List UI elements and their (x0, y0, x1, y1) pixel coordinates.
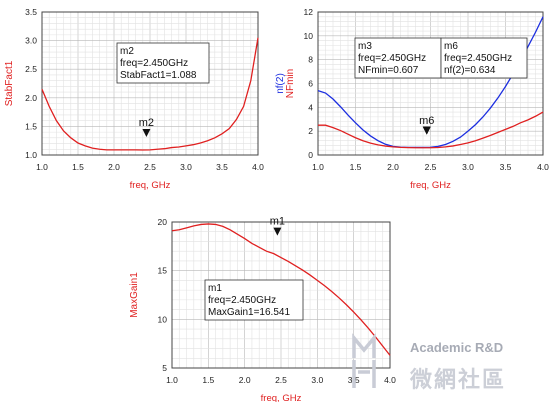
y-axis-label: StabFact1 (4, 60, 15, 106)
x-tick-label: 4.0 (384, 375, 396, 385)
x-axis-label: freq, GHz (410, 180, 451, 191)
x-tick-label: 1.0 (166, 375, 178, 385)
y-tick-label: 2.0 (25, 93, 37, 103)
plot-frame (171, 221, 391, 369)
x-tick-label: 3.5 (216, 162, 228, 172)
x-tick-label: 2.0 (239, 375, 251, 385)
y-tick-label: 8 (308, 55, 313, 65)
y-tick-label: 5 (162, 363, 167, 373)
x-tick-label: 3.0 (180, 162, 192, 172)
x-tick-label: 2.5 (425, 162, 437, 172)
grid (41, 11, 259, 156)
watermark: Academic R&D 微網社區 (352, 333, 506, 392)
y-tick-label: 1.5 (25, 121, 37, 131)
series-line-StabFact1 (41, 37, 259, 151)
y-tick-label: 10 (304, 31, 314, 41)
x-tick-label: 1.5 (350, 162, 362, 172)
x-tick-label: 4.0 (252, 162, 264, 172)
marker-box-line: freq=2.450GHz (120, 58, 188, 69)
y-tick-label: 3.0 (25, 36, 37, 46)
marker-box (204, 279, 304, 321)
marker-box-line: freq=2.450GHz (358, 53, 426, 64)
y-tick-label: 0 (308, 150, 313, 160)
marker-triangle (273, 227, 282, 236)
y-tick-label: 15 (158, 266, 168, 276)
marker-box (116, 42, 210, 84)
marker-box-line: MaxGain1=16.541 (208, 307, 290, 318)
x-tick-label: 2.0 (108, 162, 120, 172)
marker-label: m1 (270, 216, 285, 228)
marker-triangle (142, 128, 151, 137)
plot-frame (41, 11, 259, 156)
y-tick-label: 10 (158, 314, 168, 324)
marker-box-line: m3 (358, 41, 372, 52)
y-tick-label: 4 (308, 102, 313, 112)
marker-box (354, 37, 442, 79)
y-axis-label: MaxGain1 (129, 272, 140, 318)
x-axis-label: freq, GHz (130, 180, 171, 191)
marker-box-line: m1 (208, 283, 222, 294)
marker-box-line: NFmin=0.607 (358, 65, 419, 76)
y-tick-label: 6 (308, 79, 313, 89)
y-tick-label: 1.0 (25, 150, 37, 160)
y-tick-label: 3.5 (25, 7, 37, 17)
marker-box-line: nf(2)=0.634 (444, 65, 496, 76)
x-tick-label: 1.5 (72, 162, 84, 172)
x-tick-label: 3.0 (311, 375, 323, 385)
marker-box-line: freq=2.450GHz (208, 295, 276, 306)
y-axis-label: nf(2) (275, 73, 286, 94)
x-tick-label: 2.5 (275, 375, 287, 385)
marker-label: m2 (139, 117, 154, 129)
watermark-logo (352, 333, 376, 358)
marker-box-line: freq=2.450GHz (444, 53, 512, 64)
x-axis-label: freq, GHz (261, 393, 302, 402)
y-tick-label: 2.5 (25, 64, 37, 74)
y-tick-label: 12 (304, 7, 314, 17)
marker-box-line: m2 (120, 46, 134, 57)
marker-box (440, 37, 528, 79)
x-tick-label: 2.0 (387, 162, 399, 172)
marker-box-line: m6 (444, 41, 458, 52)
x-tick-label: 1.5 (202, 375, 214, 385)
chart-1: 1.0 1.5 2.0 2.5 3.0 3.5 4.0 1.0 1.5 2.0 2.5 3.0 3.5 f… (4, 7, 264, 191)
series-line-NFmin (318, 111, 544, 149)
marker-label: m6 (419, 115, 434, 127)
x-tick-label: 1.0 (36, 162, 48, 172)
x-tick-label: 3.5 (500, 162, 512, 172)
plot-frame (317, 11, 544, 156)
watermark-line1: Academic R&D (410, 340, 503, 355)
marker-box-line: StabFact1=1.088 (120, 70, 197, 81)
y-axis-label: NFmin (285, 69, 296, 98)
marker-triangle (422, 126, 431, 135)
watermark-line2: 微網社區 (409, 367, 506, 392)
watermark-logo (352, 360, 376, 388)
x-tick-label: 3.0 (462, 162, 474, 172)
y-tick-label: 2 (308, 126, 313, 136)
y-tick-label: 20 (158, 217, 168, 227)
x-tick-label: 1.0 (312, 162, 324, 172)
series-line-MaxGain1 (171, 223, 391, 356)
x-tick-label: 4.0 (537, 162, 549, 172)
x-tick-label: 2.5 (144, 162, 156, 172)
chart-2: 1.0 1.5 2.0 2.5 3.0 3.5 4.0 0 2 4 6 8 10 12 freq, GHz n… (275, 7, 549, 191)
